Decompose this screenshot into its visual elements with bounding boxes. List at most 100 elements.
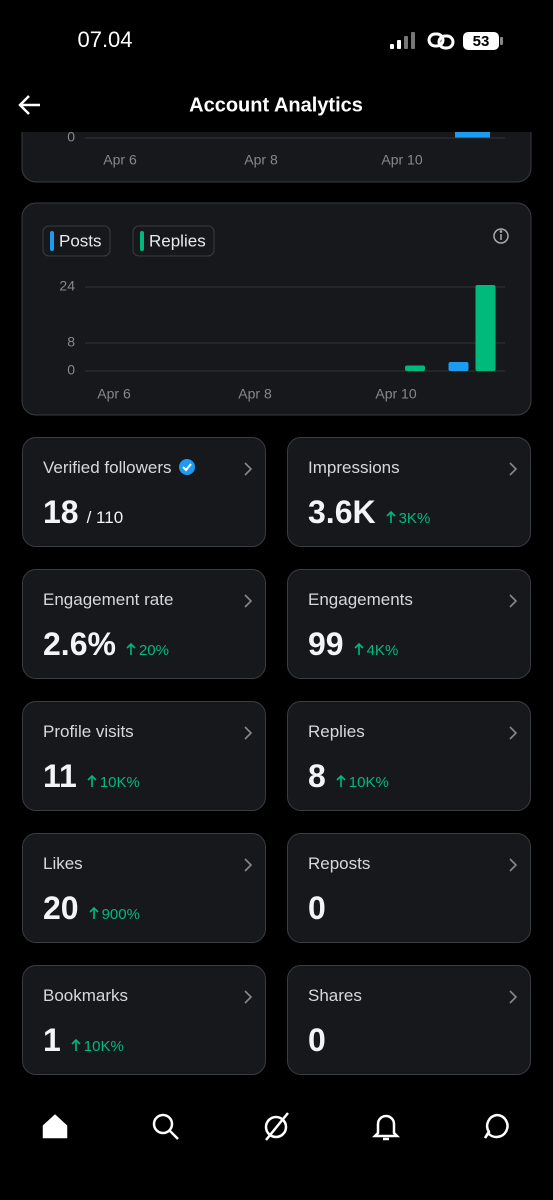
legend-pill [42, 225, 111, 257]
metric-number: 1 [43, 1022, 61, 1058]
metric-card[interactable]: Reposts 0 [287, 833, 531, 943]
metric-total: / 110 [86, 508, 124, 527]
metric-card[interactable]: Replies 8 10K% [287, 701, 531, 811]
chevron [509, 990, 518, 1004]
battery [463, 32, 499, 50]
metric-number: 8 [308, 758, 326, 794]
metric-label: Profile visits [43, 722, 134, 741]
metric-change-value: 20% [138, 642, 169, 659]
metric-value: 2.6% 20% [43, 626, 169, 663]
metric-card[interactable]: Verified followers 18 / 110 [22, 437, 266, 547]
y-tick-label: 0 [67, 129, 75, 145]
metric-number: 99 [308, 626, 344, 662]
metric-label: Shares [308, 986, 362, 1005]
metric-number: 0 [308, 1022, 326, 1058]
nav-grok[interactable] [264, 1112, 289, 1141]
info-icon[interactable] [493, 228, 509, 244]
bar [448, 362, 469, 371]
chevron [509, 462, 518, 476]
legend-label: Replies [149, 231, 206, 250]
x-tick-label: Apr 10 [381, 152, 422, 168]
metric-change: 10K% [71, 1038, 124, 1055]
metric-change-value: 10K% [83, 1038, 124, 1055]
metric-change: 4K% [354, 642, 399, 659]
back-button[interactable] [18, 95, 40, 115]
chevron [244, 594, 253, 608]
legend-item[interactable]: Replies [132, 225, 215, 257]
metric-change-value: 3K% [398, 510, 431, 527]
verified-badge [178, 459, 195, 475]
legend-swatch [140, 231, 144, 251]
metric-value: 20 900% [43, 890, 140, 927]
metric-value: 8 10K% [308, 758, 389, 795]
status-time: 07.04 [77, 27, 132, 52]
up-arrow [336, 774, 346, 787]
metric-card[interactable]: Likes 20 900% [22, 833, 266, 943]
metric-label: Verified followers [43, 458, 196, 478]
bar [405, 365, 425, 371]
metric-label: Likes [43, 854, 83, 873]
metric-value: 0 [308, 1022, 326, 1059]
metric-value: 99 4K% [308, 626, 398, 663]
nav-notifications[interactable] [371, 1114, 401, 1141]
up-arrow [126, 642, 136, 655]
metric-card[interactable]: Engagements 99 4K% [287, 569, 531, 679]
up-arrow [386, 510, 396, 523]
y-tick-label: 8 [67, 334, 75, 350]
metric-number: 0 [308, 890, 326, 926]
chevron [509, 594, 518, 608]
metric-change-value: 900% [101, 906, 140, 923]
metric-change: 20% [126, 642, 169, 659]
metric-change-value: 10K% [348, 774, 389, 791]
y-tick-label: 0 [67, 362, 75, 378]
x-tick-label: Apr 6 [103, 152, 137, 168]
metric-value: 18 / 110 [43, 494, 123, 531]
up-arrow [87, 774, 97, 787]
up-arrow [71, 1038, 81, 1051]
metric-card[interactable]: Engagement rate 2.6% 20% [22, 569, 266, 679]
up-arrow [354, 642, 364, 655]
metric-label: Engagement rate [43, 590, 174, 609]
metric-label: Reposts [308, 854, 371, 873]
metric-label: Replies [308, 722, 365, 741]
metric-change: 900% [89, 906, 140, 923]
metric-value: 3.6K 3K% [308, 494, 430, 531]
legend-swatch [50, 231, 54, 251]
legend-pill [132, 225, 215, 257]
metric-value: 0 [308, 890, 326, 927]
x-tick-label: Apr 8 [244, 152, 278, 168]
nav-home[interactable] [42, 1114, 68, 1139]
bar-fragment [455, 132, 490, 138]
nav-bar [42, 1112, 509, 1141]
chevron [244, 990, 253, 1004]
metric-number: 20 [43, 890, 79, 926]
battery-cap [500, 37, 503, 45]
metric-number: 18 [43, 494, 79, 530]
up-arrow [89, 906, 99, 919]
metric-change-value: 4K% [366, 642, 399, 659]
legend-item[interactable]: Posts [42, 225, 111, 257]
metric-label: Bookmarks [43, 986, 129, 1005]
x-tick-label: Apr 6 [97, 386, 131, 402]
chevron [509, 858, 518, 872]
header-bg [0, 82, 553, 132]
metric-label: Impressions [308, 458, 400, 477]
nav-search[interactable] [152, 1113, 179, 1140]
chevron [244, 462, 253, 476]
metric-card[interactable]: Profile visits 11 10K% [22, 701, 266, 811]
metric-change: 10K% [336, 774, 389, 791]
metric-change-value: 10K% [99, 774, 140, 791]
chevron [244, 726, 253, 740]
metric-card[interactable]: Shares 0 [287, 965, 531, 1075]
metric-number: 3.6K [308, 494, 376, 530]
y-tick-label: 24 [59, 278, 75, 294]
metric-value: 11 10K% [43, 758, 140, 795]
metric-card[interactable]: Bookmarks 1 10K% [22, 965, 266, 1075]
legend-label: Posts [59, 231, 102, 250]
metric-card[interactable]: Impressions 3.6K 3K% [287, 437, 531, 547]
metric-change: 10K% [87, 774, 140, 791]
page-title: Account Analytics [189, 94, 363, 116]
nav-messages[interactable] [483, 1113, 509, 1139]
metric-change: 3K% [386, 510, 431, 527]
